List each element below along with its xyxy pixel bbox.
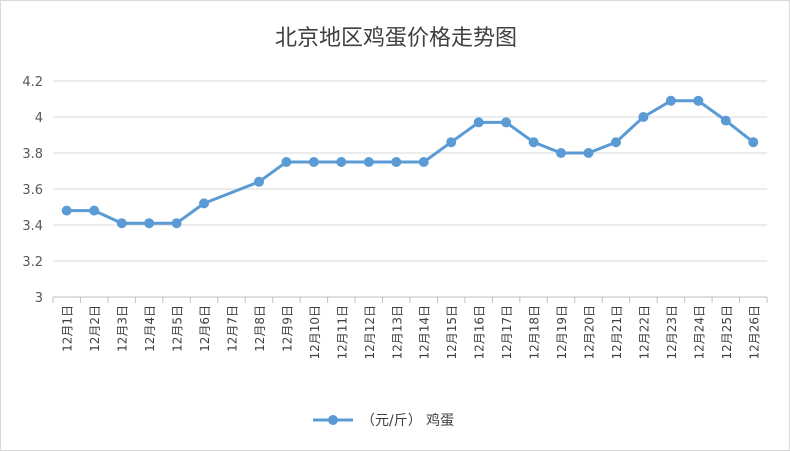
x-tick-label: 12月8日 xyxy=(253,305,267,352)
x-tick-label: 12月6日 xyxy=(198,305,212,352)
x-tick-label: 12月23日 xyxy=(665,305,679,360)
x-tick-label: 12月16日 xyxy=(473,305,487,360)
y-tick-label: 3.8 xyxy=(22,147,43,162)
data-point xyxy=(638,112,649,122)
x-tick-label: 12月20日 xyxy=(583,305,597,360)
data-point xyxy=(308,157,319,167)
data-point xyxy=(556,148,566,158)
data-point xyxy=(199,198,209,209)
data-point xyxy=(665,95,676,106)
data-point xyxy=(748,137,759,148)
data-point xyxy=(144,218,155,229)
data-point xyxy=(720,115,731,126)
legend-label: （元/斤） 鸡蛋 xyxy=(361,412,454,429)
chart-title: 北京地区鸡蛋价格走势图 xyxy=(275,26,517,51)
data-point xyxy=(446,137,457,148)
data-point xyxy=(583,148,594,158)
x-tick-label: 12月5日 xyxy=(171,305,185,352)
x-tick-label: 12月25日 xyxy=(720,305,734,360)
data-point xyxy=(363,157,374,167)
x-tick-label: 12月3日 xyxy=(116,305,130,352)
data-point xyxy=(281,157,292,167)
y-tick-label: 3 xyxy=(35,291,43,306)
data-point xyxy=(418,157,429,167)
data-point xyxy=(693,95,704,106)
legend: （元/斤） 鸡蛋 xyxy=(313,412,454,429)
x-tick-label: 12月24日 xyxy=(692,305,706,360)
x-tick-label: 12月1日 xyxy=(61,305,75,352)
x-tick-label: 12月13日 xyxy=(390,305,404,360)
legend-dot-marker xyxy=(328,415,338,425)
x-tick-label: 12月15日 xyxy=(445,305,459,360)
x-tick-label: 12月19日 xyxy=(555,305,569,360)
x-tick-label: 12月21日 xyxy=(610,305,624,360)
x-tick-label: 12月2日 xyxy=(88,305,102,352)
y-tick-label: 3.4 xyxy=(22,219,43,234)
y-tick-label: 3.6 xyxy=(22,183,43,198)
x-tick-label: 12月4日 xyxy=(143,305,157,352)
x-tick-label: 12月17日 xyxy=(500,305,514,360)
data-point xyxy=(611,137,621,148)
axes: 3 3.2 3.4 3.6 3.8 4 4.2 12月1日 12月2日 12月3日 12月4日 12月… xyxy=(22,75,768,360)
x-tick-label: 12月26日 xyxy=(747,305,761,360)
data-point xyxy=(89,205,100,216)
x-tick-label: 12月11日 xyxy=(335,305,349,360)
data-point xyxy=(171,218,182,229)
y-tick-label: 4 xyxy=(35,111,43,126)
data-point xyxy=(528,137,539,148)
series-line xyxy=(61,95,759,229)
x-tick-label: 12月14日 xyxy=(418,305,432,360)
data-point xyxy=(254,176,264,187)
x-tick-label: 12月18日 xyxy=(528,305,542,360)
data-point xyxy=(501,117,512,128)
x-tick-label: 12月10日 xyxy=(308,305,322,360)
y-tick-label: 3.2 xyxy=(22,255,43,270)
x-tick-label: 12月9日 xyxy=(280,305,294,352)
x-tick-label: 12月7日 xyxy=(226,305,240,352)
x-tick-label: 12月22日 xyxy=(637,305,651,360)
x-tick-label: 12月12日 xyxy=(363,305,377,360)
data-point xyxy=(391,157,402,167)
data-point xyxy=(61,205,72,216)
y-tick-label: 4.2 xyxy=(22,75,43,90)
series-line-path xyxy=(66,99,755,225)
data-point xyxy=(473,117,484,128)
data-point xyxy=(116,218,127,229)
data-point xyxy=(336,157,347,167)
